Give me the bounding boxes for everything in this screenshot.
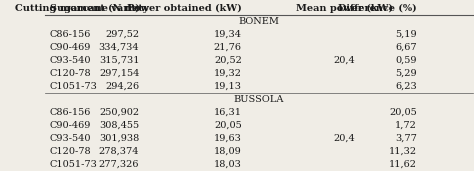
Text: 297,52: 297,52 [105,30,139,39]
Text: C120-78: C120-78 [50,69,91,78]
Text: 11,62: 11,62 [389,160,417,169]
Text: C1051-73: C1051-73 [50,82,98,91]
Text: 5,29: 5,29 [395,69,417,78]
Text: 278,374: 278,374 [99,147,139,156]
Text: C93-540: C93-540 [50,56,91,65]
Text: 0,59: 0,59 [396,56,417,65]
Text: 20,05: 20,05 [389,108,417,117]
Text: Power obtained (kW): Power obtained (kW) [127,4,242,13]
Text: 250,902: 250,902 [99,108,139,117]
Text: C1051-73: C1051-73 [50,160,98,169]
Text: 6,23: 6,23 [395,82,417,91]
Text: Mean power (kW): Mean power (kW) [296,4,393,13]
Text: 19,32: 19,32 [214,69,242,78]
Text: 334,734: 334,734 [99,43,139,52]
Text: 20,4: 20,4 [334,56,356,65]
Text: 20,05: 20,05 [214,121,242,130]
Text: C93-540: C93-540 [50,134,91,143]
Text: 11,32: 11,32 [389,147,417,156]
Text: 315,731: 315,731 [99,56,139,65]
Text: 19,34: 19,34 [214,30,242,39]
Text: 301,938: 301,938 [99,134,139,143]
Text: 1,72: 1,72 [395,121,417,130]
Text: 16,31: 16,31 [214,108,242,117]
Text: 294,26: 294,26 [105,82,139,91]
Text: 6,67: 6,67 [395,43,417,52]
Text: BONEM: BONEM [238,17,280,26]
Text: Cutting moment (N m): Cutting moment (N m) [15,4,139,13]
Text: C86-156: C86-156 [50,30,91,39]
Text: 20,4: 20,4 [334,134,356,143]
Text: 21,76: 21,76 [214,43,242,52]
Text: 18,03: 18,03 [214,160,242,169]
Text: Difference (%): Difference (%) [338,4,417,13]
Text: 18,09: 18,09 [214,147,242,156]
Text: C86-156: C86-156 [50,108,91,117]
Text: C90-469: C90-469 [50,43,91,52]
Text: 19,63: 19,63 [214,134,242,143]
Text: BUSSOLA: BUSSOLA [234,95,284,104]
Text: 3,77: 3,77 [395,134,417,143]
Text: 297,154: 297,154 [99,69,139,78]
Text: C120-78: C120-78 [50,147,91,156]
Text: Sugarcane variety: Sugarcane variety [50,4,148,13]
Text: 308,455: 308,455 [99,121,139,130]
Text: 19,13: 19,13 [214,82,242,91]
Text: 277,326: 277,326 [99,160,139,169]
Text: 5,19: 5,19 [395,30,417,39]
Text: C90-469: C90-469 [50,121,91,130]
Text: 20,52: 20,52 [214,56,242,65]
